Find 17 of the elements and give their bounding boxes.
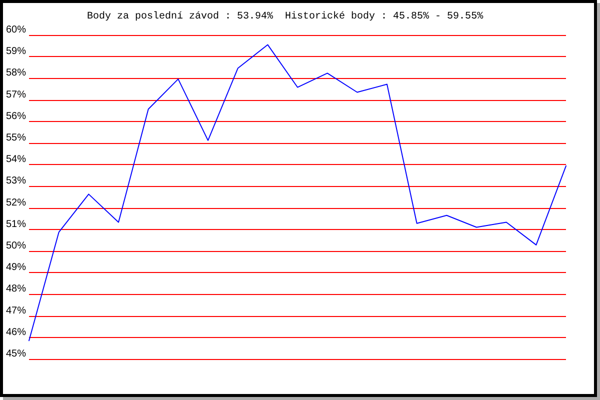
y-tick-label: 59% (6, 46, 26, 58)
y-tick-label: 57% (6, 89, 26, 100)
chart-title: Body za poslední závod : 53.94% Historické body : 45.85% - 59.55% (87, 10, 484, 22)
y-tick-label: 46% (6, 326, 26, 338)
y-tick-label: 51% (6, 218, 26, 230)
y-tick-label: 55% (6, 132, 26, 144)
y-tick-label: 56% (6, 110, 26, 122)
y-tick-label: 47% (6, 305, 26, 316)
y-tick-label: 58% (6, 68, 26, 79)
y-tick-label: 60% (6, 24, 26, 36)
y-tick-label: 53% (6, 176, 26, 187)
y-tick-label: 52% (6, 197, 26, 208)
y-tick-label: 48% (6, 284, 26, 295)
y-tick-label: 54% (6, 154, 26, 166)
y-tick-label: 49% (6, 262, 26, 274)
y-tick-label: 50% (6, 240, 26, 252)
y-tick-label: 45% (6, 348, 26, 360)
